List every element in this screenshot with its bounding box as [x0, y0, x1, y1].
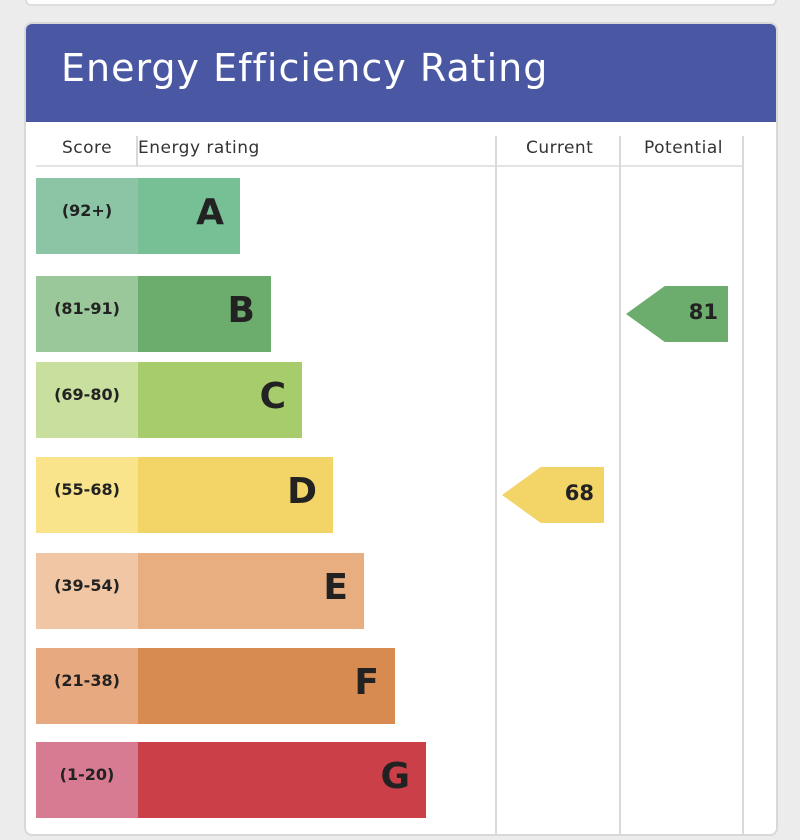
score-range-text: (1-20)	[59, 764, 115, 784]
score-range-label: (69-80)	[36, 362, 138, 438]
potential-rating-arrow: 81	[626, 286, 728, 342]
current-rating-arrow: 68	[502, 467, 604, 523]
potential-column-divider	[619, 136, 621, 834]
rating-letter: C	[259, 376, 286, 417]
rating-letter: A	[196, 192, 224, 233]
score-range-text: (92+)	[61, 200, 113, 220]
score-range-label: (55-68)	[36, 457, 138, 533]
current-column-header: Current	[526, 138, 594, 158]
score-range-text: (21-38)	[54, 670, 120, 690]
potential-column-header: Potential	[644, 138, 723, 158]
rating-bar-g: G	[138, 742, 426, 818]
score-range-text: (69-80)	[54, 384, 120, 404]
card-header: Energy Efficiency Rating	[26, 24, 776, 122]
right-column-divider	[742, 136, 744, 834]
current-rating-arrow-value: 68	[564, 481, 594, 505]
score-range-label: (81-91)	[36, 276, 138, 352]
header-divider	[36, 165, 744, 167]
score-range-label: (92+)	[36, 178, 138, 254]
rating-bar-a: A	[138, 178, 240, 254]
rating-letter: B	[227, 290, 255, 331]
rating-letter: F	[354, 662, 379, 703]
score-range-text: (55-68)	[54, 479, 120, 499]
potential-rating-arrow-value: 81	[688, 300, 718, 324]
score-column-divider	[136, 136, 138, 166]
rating-bar-f: F	[138, 648, 395, 724]
current-column-divider	[495, 136, 497, 834]
rating-column-header: Energy rating	[138, 138, 260, 158]
rating-bar-e: E	[138, 553, 364, 629]
energy-rating-card: Energy Efficiency Rating Score Energy ra…	[24, 22, 778, 836]
card-title: Energy Efficiency Rating	[61, 46, 549, 90]
rating-bar-b: B	[138, 276, 271, 352]
rating-bar-d: D	[138, 457, 333, 533]
rating-letter: D	[287, 471, 317, 512]
score-range-label: (21-38)	[36, 648, 138, 724]
score-range-text: (81-91)	[54, 298, 120, 318]
score-range-text: (39-54)	[54, 575, 120, 595]
score-column-header: Score	[62, 138, 113, 158]
rating-letter: E	[323, 567, 348, 608]
previous-card-edge	[25, 0, 777, 6]
score-range-label: (1-20)	[36, 742, 138, 818]
rating-bar-c: C	[138, 362, 302, 438]
score-range-label: (39-54)	[36, 553, 138, 629]
rating-letter: G	[380, 756, 410, 797]
